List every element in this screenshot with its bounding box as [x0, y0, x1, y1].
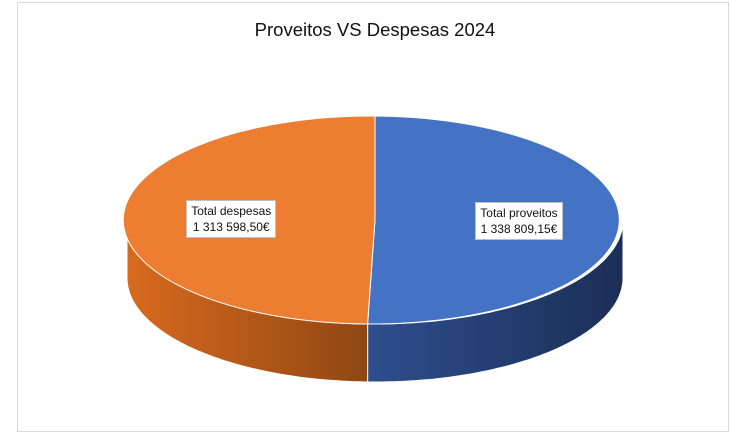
data-label-despesas: Total despesas 1 313 598,50€ — [186, 200, 277, 239]
data-label-category: Total proveitos — [480, 205, 558, 220]
data-label-proveitos: Total proveitos 1 338 809,15€ — [475, 201, 563, 240]
data-label-value: 1 338 809,15€ — [480, 221, 558, 236]
data-label-category: Total despesas — [191, 204, 272, 219]
chart-title: Proveitos VS Despesas 2024 — [254, 19, 496, 40]
data-label-value: 1 313 598,50€ — [192, 220, 270, 235]
